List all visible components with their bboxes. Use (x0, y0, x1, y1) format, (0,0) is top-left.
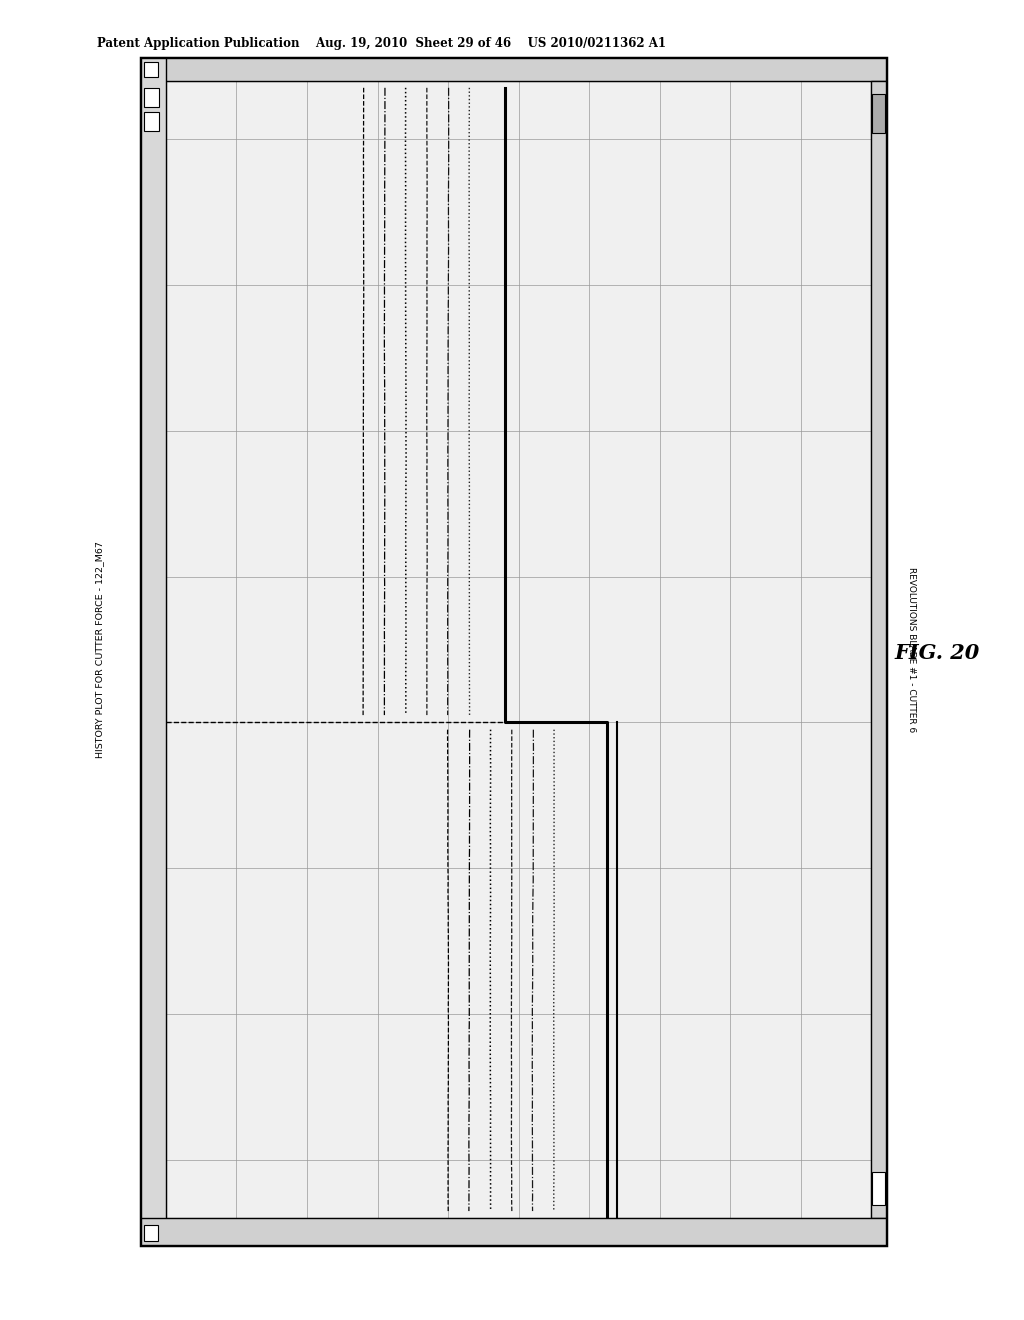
Text: 11: 11 (876, 863, 889, 874)
Text: ►: ► (859, 65, 866, 74)
Text: COMMAND VIEW SELECTION: COMMAND VIEW SELECTION (171, 1228, 285, 1236)
Text: 9: 9 (876, 1155, 882, 1166)
Text: 12: 12 (876, 717, 889, 727)
Text: 10: 10 (876, 1008, 889, 1019)
Text: FIG. 20: FIG. 20 (894, 643, 980, 664)
Text: 13: 13 (876, 572, 889, 582)
Text: 14: 14 (876, 425, 889, 436)
Text: 15: 15 (876, 280, 889, 290)
Text: ▼: ▼ (876, 1228, 882, 1236)
Text: REVOLUTIONS BLADE #1 - CUTTER 6: REVOLUTIONS BLADE #1 - CUTTER 6 (907, 566, 915, 733)
Text: Patent Application Publication    Aug. 19, 2010  Sheet 29 of 46    US 2010/02113: Patent Application Publication Aug. 19, … (97, 37, 667, 50)
Text: HISTORY PLOT FOR CUTTER FORCE - 122_M67: HISTORY PLOT FOR CUTTER FORCE - 122_M67 (95, 541, 103, 758)
Text: 16: 16 (876, 133, 889, 144)
Text: ◄: ◄ (171, 65, 178, 74)
